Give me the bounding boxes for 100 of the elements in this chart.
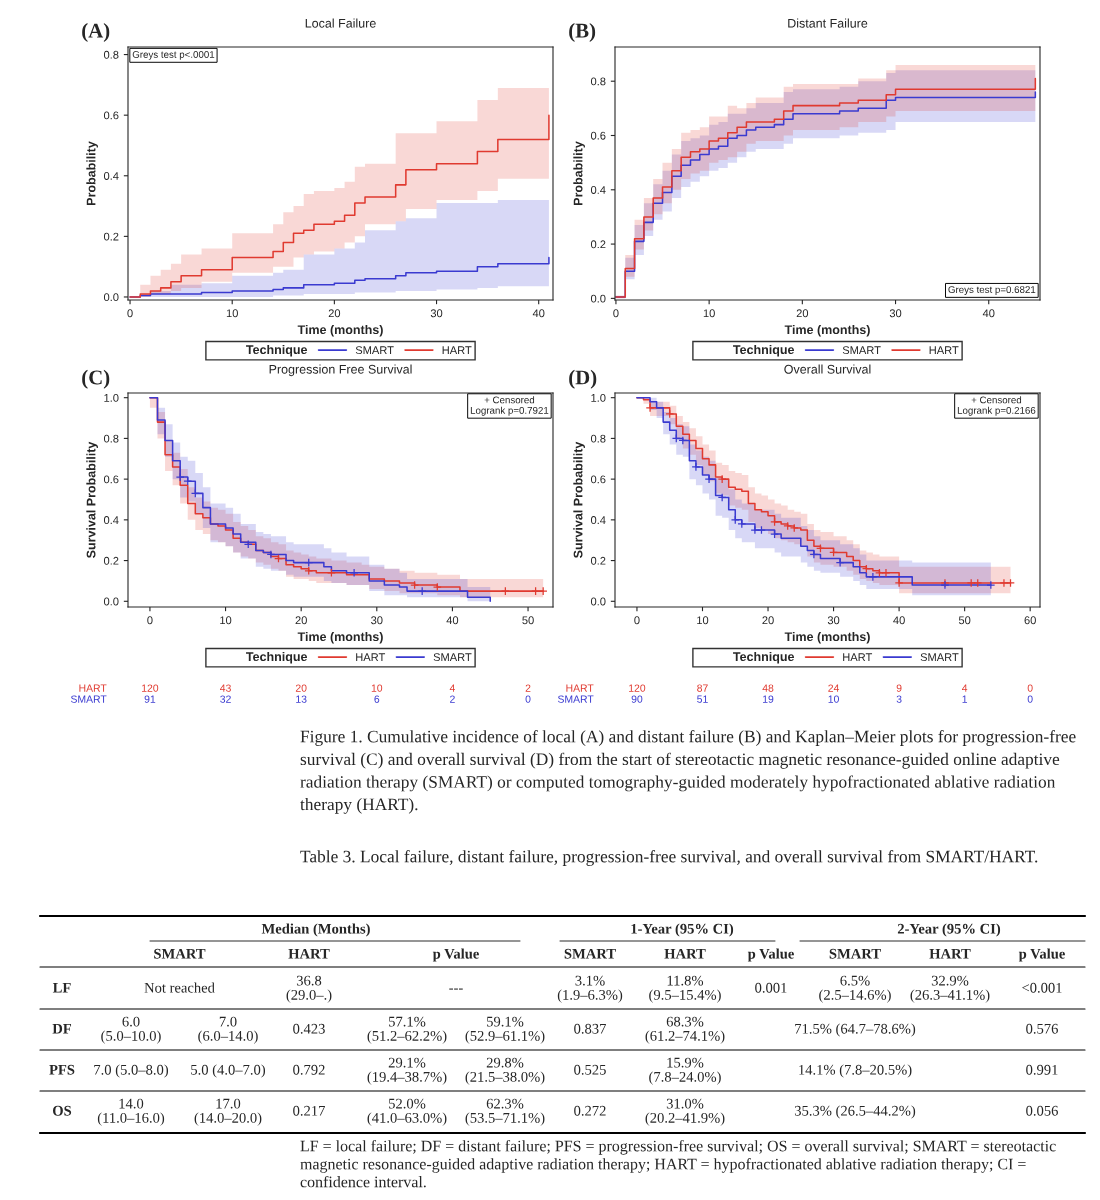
text: SMART [564,948,616,959]
text: SMART [70,695,107,703]
point [410,580,420,590]
legend-title: Technique [733,344,795,357]
text: 6.0 (5.0–10.0) [101,1016,161,1044]
text: 6.5% (2.5–14.6%) [819,975,891,1003]
annotation: Greys test p=0.6821 [948,286,1036,295]
point [770,517,780,527]
text: 19 [763,695,774,703]
text: 120 [629,684,646,692]
text: 2-Year (95% CI) [897,923,1001,937]
point [809,550,819,559]
text: HART [566,684,594,692]
text: 87 [697,684,708,692]
chart-title: Overall Survival [784,364,871,374]
point [894,578,904,588]
legend-label: SMART [920,653,959,662]
y-axis-title: Probability [573,141,585,205]
text: 2 [525,684,531,692]
x-tick-label: 30 [889,309,902,318]
x-tick-label: 40 [532,309,545,318]
x-tick-label: 20 [328,309,341,318]
text: 1-Year (95% CI) [631,923,734,937]
y-axis-title: Survival Probability [86,441,98,558]
text: (B) [569,23,596,42]
x-axis-title: Time (months) [784,324,870,337]
x-tick-label: 0 [613,309,619,318]
y-tick-label: 0.2 [103,232,119,241]
text: p Value [1018,948,1065,962]
point [868,572,878,582]
point [835,558,845,568]
legend-title: Technique [733,651,795,664]
legend-label: SMART [433,653,472,662]
text: 36.8 (29.0–.) [286,975,332,1003]
point [770,529,780,539]
point [417,586,427,596]
x-axis-title: Time (months) [297,324,383,337]
legend-label: HART [356,653,386,661]
text: LF [52,982,71,993]
text: HART [288,948,330,959]
y-tick-label: 0.4 [103,516,119,524]
text: 10 [828,695,839,703]
text: 0.001 [755,982,787,993]
point [691,462,701,472]
point [966,578,976,588]
text: OS [52,1105,72,1116]
y-tick-label: 0.4 [103,172,119,180]
text: 0.792 [293,1064,325,1075]
y-axis-title: Survival Probability [573,441,585,558]
y-tick-label: 0.4 [590,186,606,194]
point [266,550,276,559]
y-tick-label: 0.4 [590,516,606,524]
y-tick-label: 1.0 [591,393,606,402]
y-tick-label: 0.0 [590,597,606,606]
point [175,472,185,482]
y-tick-label: 0.8 [590,434,606,443]
x-tick-label: 20 [295,616,307,625]
legend-label: HART [843,653,873,661]
point [973,578,983,588]
text: (C) [82,369,110,389]
text: 11.8% (9.5–15.4%) [649,975,721,1003]
chart-title: Progression Free Survival [269,364,412,377]
text: 0.217 [293,1105,325,1116]
x-tick-label: 30 [430,309,443,318]
text: Not reached [144,982,215,993]
x-tick-label: 60 [1024,616,1036,625]
text: 35.3% (26.5–44.2%) [794,1105,916,1119]
legend-label: SMART [355,346,394,355]
text: 29.8% (21.5–38.0%) [465,1057,545,1085]
x-tick-label: 10 [703,309,715,318]
text: 29.1% (19.4–38.7%) [367,1057,447,1085]
text: 0.576 [1026,1023,1058,1034]
point [881,568,891,578]
point [531,586,541,596]
x-tick-label: 30 [371,616,383,625]
point [1006,578,1015,588]
x-tick-label: 30 [827,616,840,625]
x-axis-title: Time (months) [784,631,870,644]
legend-label: HART [929,346,959,354]
point [432,582,442,592]
text: 0.837 [574,1023,606,1034]
text: 0.272 [574,1105,606,1116]
text: 62.3% (53.5–71.1%) [465,1098,545,1126]
text: SMART [154,948,206,959]
text: 0.056 [1026,1105,1058,1116]
text: 1 [962,695,968,703]
annotation: Greys test p<.0001 [132,51,215,60]
legend-label: SMART [842,346,881,355]
y-tick-label: 0.8 [103,434,119,443]
y-tick-label: 0.8 [103,50,119,59]
point [750,525,760,535]
x-tick-label: 0 [147,616,153,625]
y-tick-label: 0.0 [103,293,119,302]
annotation: + Censored Logrank p=0.7921 [470,396,549,416]
point [665,409,675,419]
text: 10 [371,684,383,692]
text: 43 [220,684,231,692]
text: HART [664,948,706,959]
annotation: + Censored Logrank p=0.2166 [957,396,1036,416]
text: 51 [697,695,708,703]
